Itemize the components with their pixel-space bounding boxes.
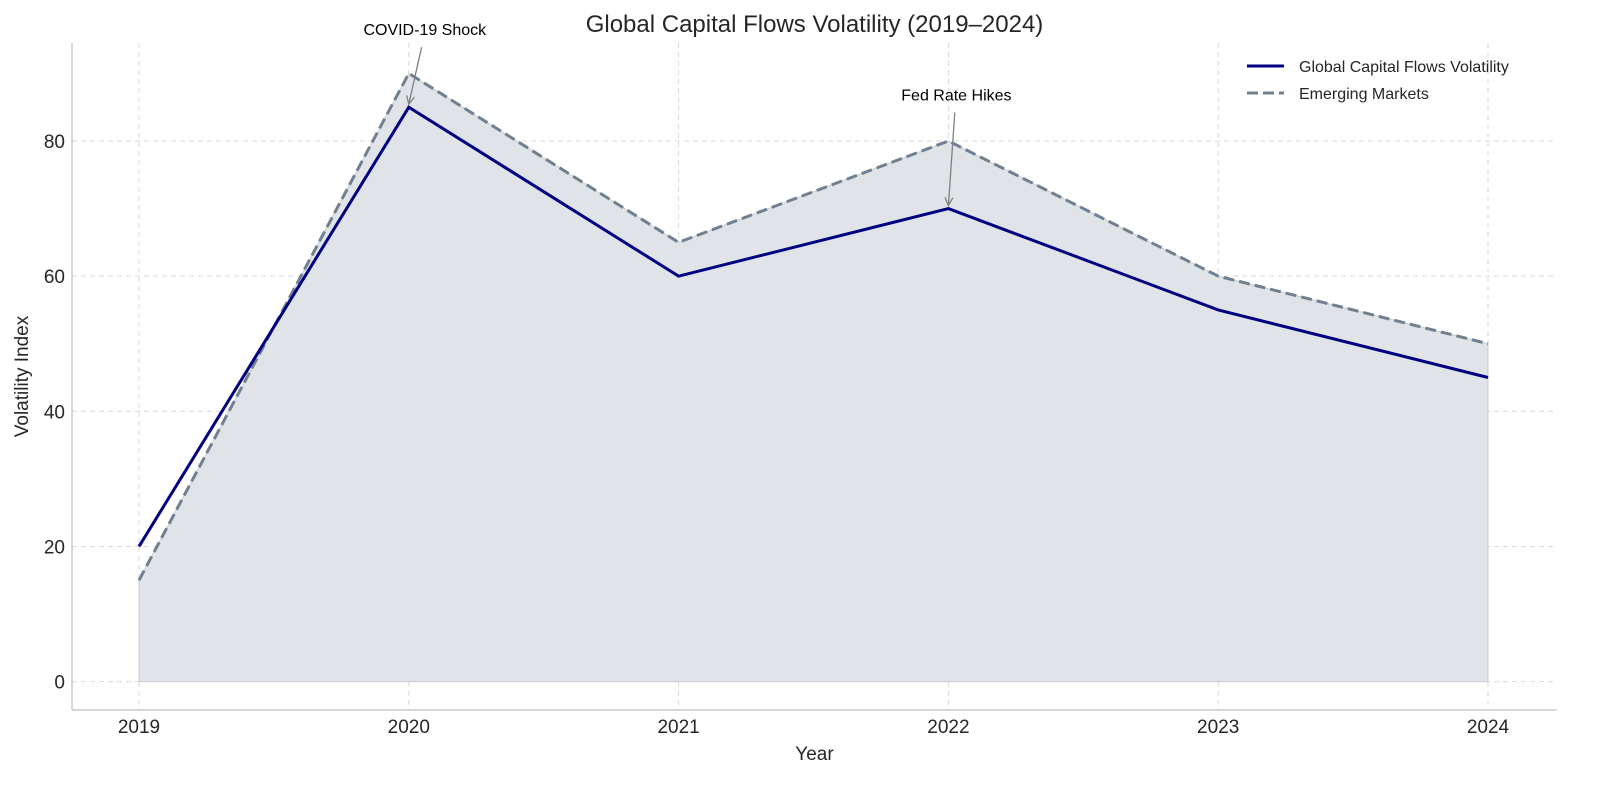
- y-tick-label: 60: [44, 267, 65, 288]
- emerging-markets-area: [138, 72, 1489, 683]
- chart-title: Global Capital Flows Volatility (2019–20…: [586, 11, 1044, 38]
- x-tick-label: 2022: [927, 717, 969, 738]
- x-tick-label: 2024: [1467, 717, 1510, 738]
- axes: [71, 43, 1557, 711]
- y-tick-label: 40: [44, 402, 65, 423]
- x-tick-label: 2021: [657, 717, 699, 738]
- y-tick-label: 80: [44, 132, 65, 153]
- x-tick-label: 2019: [118, 717, 160, 738]
- y-tick-label: 20: [44, 537, 65, 558]
- annotation-arrowhead: [406, 95, 415, 106]
- annotation-arrowhead: [944, 196, 954, 208]
- y-axis-label: Volatility Index: [12, 315, 33, 437]
- y-tick-label: 0: [54, 673, 65, 694]
- series-line-global-capital-flows: [137, 105, 1489, 548]
- annotation-label: Fed Rate Hikes: [901, 88, 1011, 105]
- annotation-arrow: [408, 47, 423, 105]
- series-line-emerging-markets: [137, 71, 1489, 581]
- annotation-label: COVID-19 Shock: [363, 22, 487, 39]
- legend: Global Capital Flows Volatility Emerging…: [1247, 59, 1509, 103]
- tick-labels: 2019 2020 2021 2022 2023 2024 0 20 40 60 80: [44, 132, 1510, 738]
- legend-label-emerging-markets: Emerging Markets: [1299, 86, 1429, 103]
- annotation-arrow: [947, 112, 956, 206]
- legend-label-global-capital-flows: Global Capital Flows Volatility: [1299, 59, 1509, 76]
- annotations: COVID-19 Shock Fed Rate Hikes: [363, 22, 1012, 208]
- x-tick-label: 2020: [388, 717, 430, 738]
- x-tick-label: 2023: [1197, 717, 1239, 738]
- x-axis-label: Year: [795, 744, 834, 765]
